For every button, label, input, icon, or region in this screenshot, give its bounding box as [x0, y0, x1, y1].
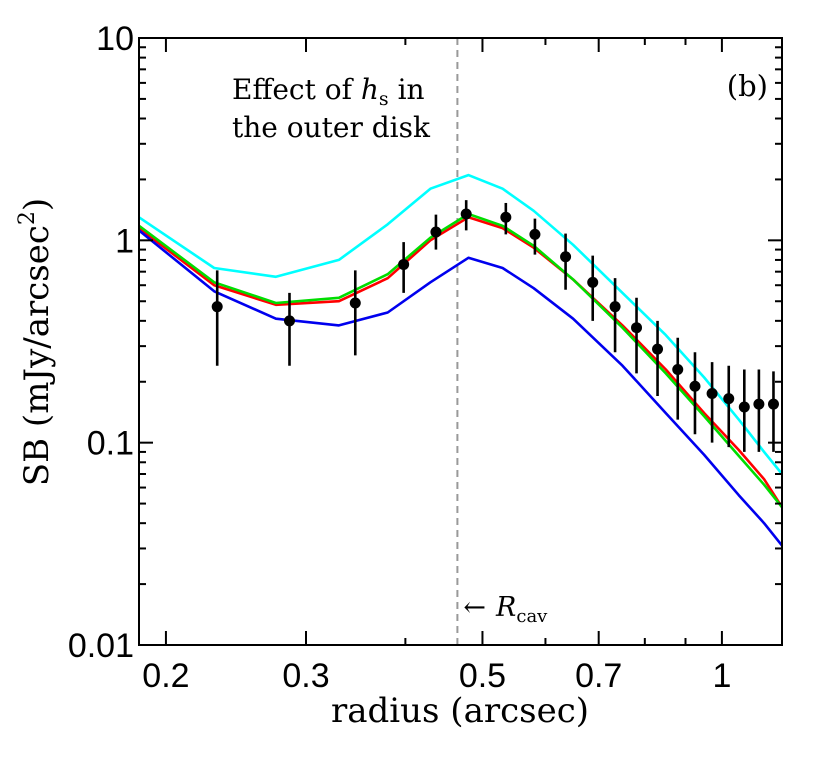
data-point-15 — [689, 352, 701, 435]
data-point-4 — [398, 242, 410, 293]
y-tick-label: 10 — [96, 20, 134, 58]
panel-label: (b) — [727, 69, 768, 103]
data-marker — [706, 387, 718, 399]
data-point-5 — [430, 214, 442, 250]
x-tick-label: 0.2 — [142, 657, 189, 695]
data-marker — [631, 322, 643, 334]
y-tick-label: 0.01 — [68, 627, 134, 665]
x-axis-label: radius (arcsec) — [331, 691, 589, 731]
data-point-8 — [529, 218, 541, 255]
data-marker — [211, 301, 223, 313]
y-tick-label: 0.1 — [87, 425, 134, 463]
data-marker — [587, 276, 599, 288]
data-point-7 — [500, 202, 512, 235]
data-marker — [767, 398, 779, 410]
data-point-1 — [211, 270, 223, 366]
data-point-20 — [767, 371, 779, 452]
data-marker — [753, 398, 765, 410]
data-marker — [529, 228, 541, 240]
r-cav-arrow: ← — [463, 592, 486, 623]
series-line-red — [139, 216, 782, 508]
data-point-19 — [753, 369, 765, 452]
x-tick-label: 0.5 — [459, 657, 506, 695]
x-tick-label: 1 — [712, 657, 731, 695]
data-marker — [460, 208, 472, 220]
data-marker — [398, 258, 410, 270]
data-point-12 — [631, 297, 643, 374]
data-point-2 — [283, 292, 295, 366]
series-line-cyan — [139, 173, 782, 475]
data-marker — [349, 297, 361, 309]
y-axis-label: SB (mJy/arcsec2) — [15, 198, 57, 486]
data-point-10 — [587, 255, 599, 321]
annotation-line-2: the outer disk — [232, 111, 431, 144]
data-point-3 — [349, 270, 361, 356]
data-marker — [689, 380, 701, 392]
data-marker — [283, 315, 295, 327]
data-point-6 — [460, 200, 472, 231]
data-point-18 — [738, 369, 750, 452]
series-line-blue — [139, 229, 782, 547]
annotation-line-1: Effect of hs in — [232, 73, 425, 110]
series-line-green — [139, 212, 782, 509]
data-marker — [609, 301, 621, 313]
data-point-17 — [723, 365, 735, 448]
r-cav-label: ← Rcav — [463, 592, 548, 627]
x-tick-label: 0.7 — [575, 657, 622, 695]
data-point-16 — [706, 362, 718, 443]
data-marker — [738, 401, 750, 413]
plot-frame — [138, 37, 783, 646]
data-marker — [723, 393, 735, 405]
data-marker — [672, 363, 684, 375]
data-point-9 — [560, 233, 572, 290]
data-point-14 — [672, 337, 684, 420]
data-point-11 — [609, 278, 621, 353]
data-marker — [652, 343, 664, 355]
data-marker — [430, 226, 442, 238]
x-tick-label: 0.3 — [282, 657, 329, 695]
data-marker — [560, 251, 572, 263]
data-point-13 — [652, 320, 664, 397]
y-tick-label: 1 — [115, 222, 134, 260]
data-marker — [500, 211, 512, 223]
